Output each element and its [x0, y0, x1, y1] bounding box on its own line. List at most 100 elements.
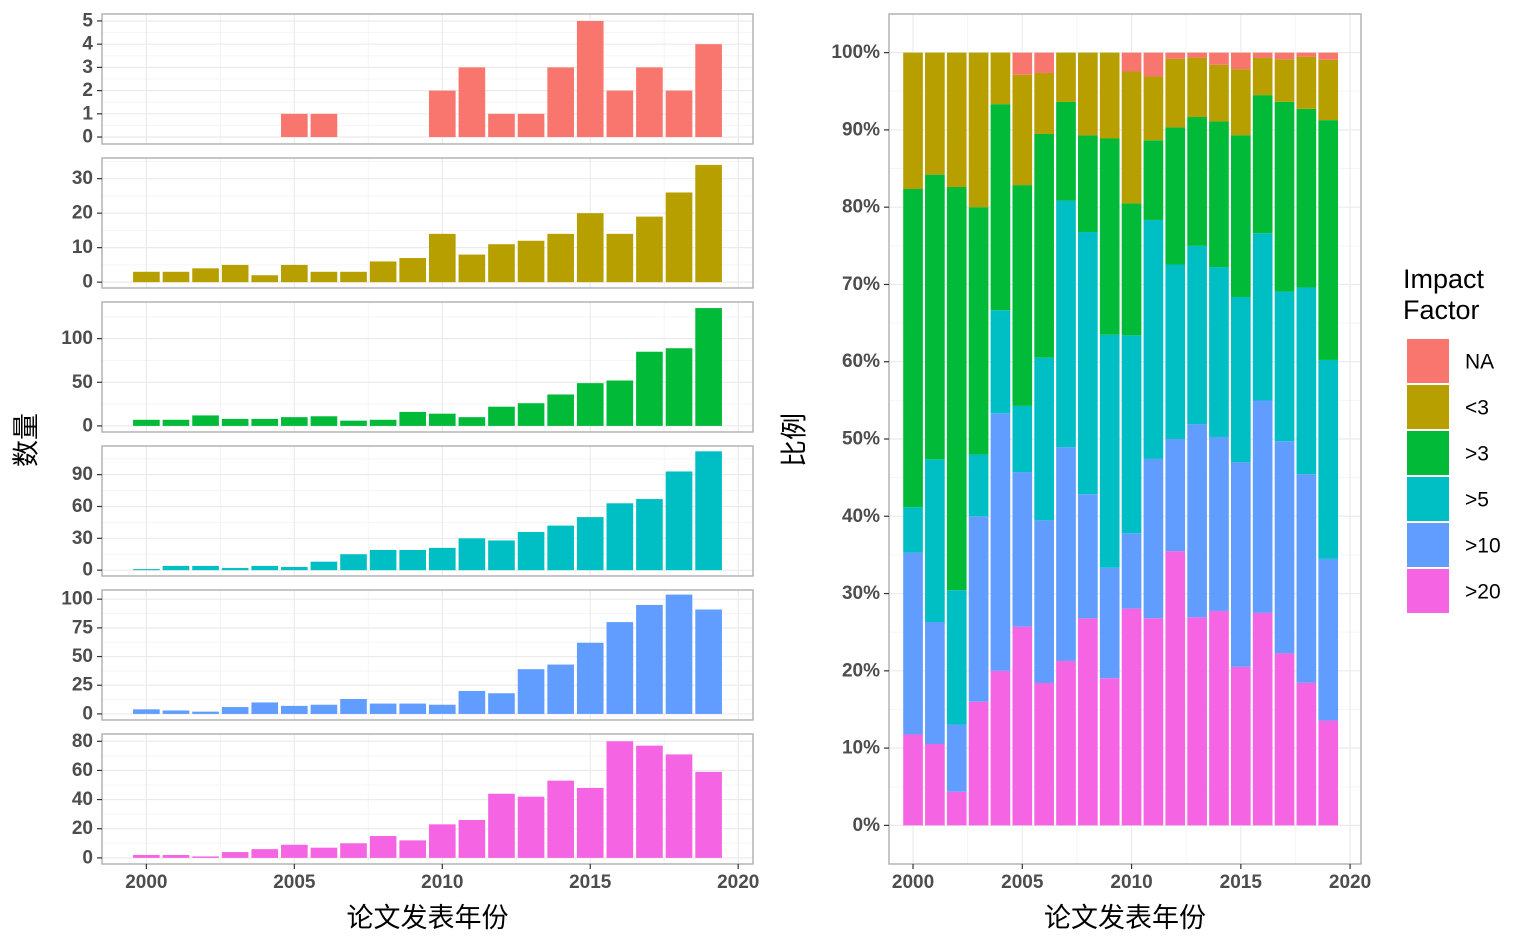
legend-swatch [1407, 385, 1449, 429]
stacked-bar-segment [1121, 335, 1142, 534]
bar [251, 849, 279, 858]
bar [547, 780, 574, 858]
bar [606, 90, 634, 138]
bar [695, 451, 722, 571]
bar [428, 233, 456, 283]
bar [547, 664, 574, 714]
y-tick-label: 0 [82, 415, 93, 436]
y-tick-label: 0 [82, 703, 93, 724]
stacked-bar-segment [1056, 200, 1076, 448]
stacked-bar-segment [1252, 52, 1273, 58]
bar [281, 264, 308, 283]
y-tick-label: 50 [72, 646, 93, 667]
stacked-bar-segment [1034, 357, 1054, 521]
bar [133, 419, 160, 426]
y-tick-label: 0 [82, 560, 93, 581]
bar [636, 216, 663, 283]
bar [576, 787, 604, 858]
bar [428, 547, 456, 571]
y-tick-label: 40% [842, 506, 880, 527]
bar [606, 741, 634, 858]
bar [576, 517, 604, 571]
stacked-bar-segment [1318, 558, 1339, 721]
bar [636, 604, 663, 714]
y-tick-label: 40 [72, 789, 93, 810]
bar [488, 113, 515, 138]
stacked-bar-segment [1143, 140, 1164, 220]
bar [162, 271, 190, 283]
x-tick-label: 2000 [892, 872, 934, 893]
stacked-bar-segment [1318, 359, 1339, 559]
bar [340, 420, 367, 426]
legend-title: Impact [1403, 264, 1485, 294]
bar [369, 550, 397, 571]
stacked-bar-segment [1012, 74, 1033, 186]
bar [399, 258, 427, 283]
bar [428, 704, 456, 714]
stacked-bar-segment [1252, 57, 1273, 96]
stacked-bar-segment [1099, 678, 1120, 826]
stacked-bar-segment [1318, 720, 1339, 826]
bar [636, 67, 663, 138]
legend-label: >10 [1465, 535, 1501, 558]
stacked-bar-segment [990, 104, 1011, 311]
bar [606, 622, 634, 714]
bar [576, 383, 604, 426]
bar [547, 525, 574, 571]
y-tick-label: 10 [72, 237, 93, 258]
bar [162, 565, 190, 571]
stacked-bar-segment [1252, 233, 1273, 401]
bar [192, 711, 219, 714]
stacked-bar-segment [1165, 551, 1186, 826]
stacked-bar-segment [1099, 567, 1120, 679]
stacked-bar-segment [1209, 267, 1229, 437]
panel-border [101, 589, 754, 721]
bar [221, 568, 249, 571]
legend-label: NA [1465, 351, 1494, 374]
stacked-bar-segment [1034, 52, 1054, 73]
bar [340, 271, 367, 283]
stacked-bar-segment [1252, 95, 1273, 234]
x-tick-label: 2000 [125, 872, 167, 893]
y-tick-label: 0% [853, 815, 881, 836]
stacked-bar-segment [903, 52, 923, 189]
bar [665, 348, 693, 426]
bar [281, 566, 308, 571]
y-tick-label: 25 [72, 675, 94, 696]
stacked-bar-segment [1056, 447, 1076, 661]
bar [221, 707, 249, 714]
bar [458, 417, 486, 426]
stacked-bar-segment [1296, 474, 1317, 683]
bar [636, 351, 663, 426]
stacked-bar-segment [1099, 52, 1120, 139]
stacked-bar-segment [1318, 52, 1339, 60]
stacked-bar-segment [1165, 439, 1186, 552]
y-tick-label: 100% [831, 42, 880, 63]
bar [488, 406, 515, 426]
bar [665, 192, 693, 283]
stacked-bar-segment [1143, 76, 1164, 141]
stacked-bar-segment [1296, 682, 1317, 826]
bar [310, 416, 338, 426]
bar [281, 113, 308, 138]
bar [695, 308, 722, 426]
stacked-bar-segment [1121, 71, 1142, 204]
stacked-bar-segment [1012, 405, 1033, 473]
bar [133, 569, 160, 571]
y-tick-label: 75 [72, 617, 94, 638]
stacked-bar-segment [1230, 135, 1251, 298]
y-tick-label: 4 [82, 34, 93, 55]
y-tick-label: 50 [72, 372, 93, 393]
stacked-bar-segment [903, 734, 923, 826]
bar [458, 690, 486, 714]
panel-border [101, 445, 754, 577]
bar [488, 693, 515, 714]
y-tick-label: 0 [82, 272, 93, 293]
stacked-bar-segment [1187, 57, 1207, 118]
panel-border [101, 157, 754, 289]
bar [399, 840, 427, 858]
x-tick-label: 2005 [273, 872, 316, 893]
facet-panel: 0 25 50 75 100 [61, 589, 754, 724]
bar [488, 540, 515, 571]
stacked-bar-segment [1078, 494, 1098, 619]
